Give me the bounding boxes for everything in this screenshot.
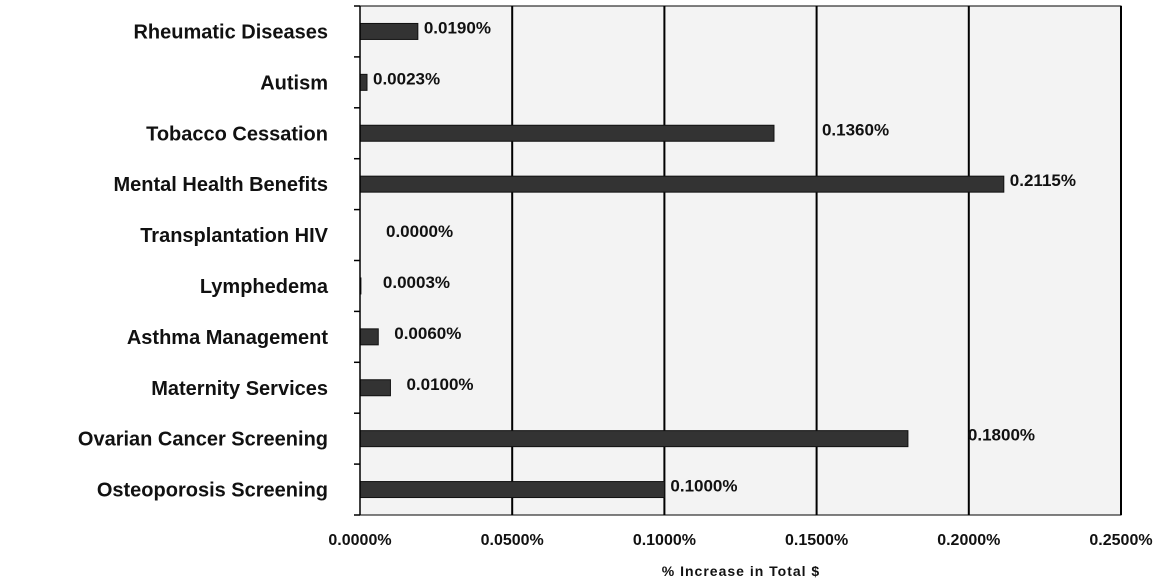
data-label: 0.2115% xyxy=(1010,171,1076,190)
data-label: 0.1360% xyxy=(822,120,889,139)
category-label: Ovarian Cancer Screening xyxy=(78,429,328,451)
x-tick-label: 0.1500% xyxy=(785,532,848,549)
bar xyxy=(359,124,775,142)
data-label: 0.0100% xyxy=(406,375,473,394)
category-label: Mental Health Benefits xyxy=(114,174,328,196)
bars xyxy=(359,22,1005,499)
data-label: 0.0000% xyxy=(386,222,453,241)
category-label: Rheumatic Diseases xyxy=(133,21,328,43)
bar xyxy=(359,175,1005,193)
x-tick-label: 0.0000% xyxy=(328,532,391,549)
bar xyxy=(359,430,909,448)
axes xyxy=(354,5,361,516)
data-label: 0.1800% xyxy=(968,426,1035,445)
data-label: 0.0003% xyxy=(383,273,450,292)
data-label: 0.1000% xyxy=(670,477,737,496)
data-label: 0.0060% xyxy=(394,324,461,343)
x-tick-label: 0.2000% xyxy=(937,532,1000,549)
category-label: Maternity Services xyxy=(151,378,328,400)
x-tick-label: 0.0500% xyxy=(481,532,544,549)
data-label: 0.0190% xyxy=(424,18,491,37)
bar xyxy=(359,73,368,91)
category-label: Asthma Management xyxy=(127,327,328,349)
data-label: 0.0023% xyxy=(373,69,440,88)
category-label: Lymphedema xyxy=(200,276,329,298)
category-label: Osteoporosis Screening xyxy=(97,480,328,502)
category-label: Transplantation HIV xyxy=(140,225,328,247)
x-axis-title: % Increase in Total $ xyxy=(662,563,820,579)
bar xyxy=(359,481,665,499)
x-tick-label: 0.2500% xyxy=(1089,532,1152,549)
category-label: Tobacco Cessation xyxy=(146,123,328,145)
category-label: Autism xyxy=(260,72,328,94)
labels: Rheumatic Diseases 0.0190% Autism 0.0023% To… xyxy=(78,18,1153,549)
bar xyxy=(359,328,379,346)
bar xyxy=(359,22,419,40)
bar xyxy=(359,379,391,397)
x-tick-label: 0.1000% xyxy=(633,532,696,549)
